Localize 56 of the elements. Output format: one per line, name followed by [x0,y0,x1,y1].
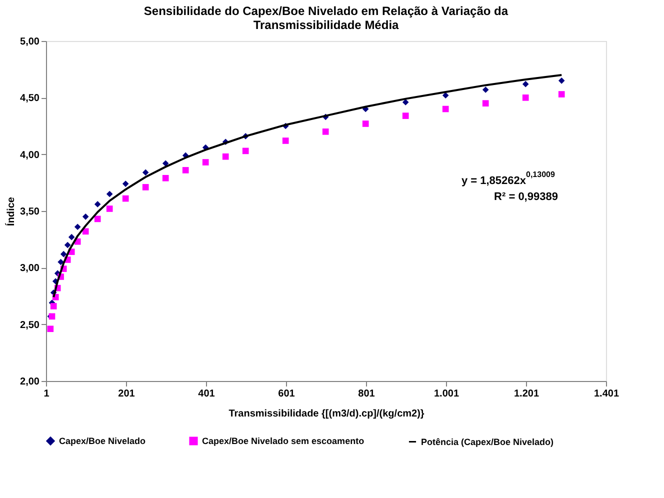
x-tick-label: 1 [44,388,50,400]
point [122,195,129,202]
point [522,80,529,88]
point [222,153,229,160]
point [94,201,101,208]
point [558,78,565,84]
point [64,242,71,248]
x-axis-title: Transmissibilidade {[(m3/d).cp]/(kg/cm2)} [228,408,424,420]
y-tick-label: 2,50 [20,320,40,331]
point [162,174,169,182]
point [442,92,449,99]
y-axis-title: Índice [5,196,18,226]
point [106,206,113,212]
y-tick-label: 4,00 [20,150,40,161]
point [482,86,489,93]
y-tick-label: 5,00 [20,36,40,48]
point [94,216,101,222]
point [47,326,54,332]
x-tick-label: 201 [118,388,136,400]
point [142,169,149,176]
point [442,106,449,112]
point [282,138,289,144]
point [402,99,409,106]
point [122,180,129,187]
point [74,224,81,230]
point [482,100,489,106]
point [60,250,67,258]
x-tick-label: 601 [278,388,296,400]
point [182,167,189,174]
legend-label: Capex/Boe Nivelado [59,436,146,446]
legend-label: Capex/Boe Nivelado sem escoamento [202,436,365,446]
y-tick-label: 3,00 [20,263,40,274]
x-tick-label: 1.401 [594,388,620,400]
point [50,303,57,310]
y-tick-label: 4,50 [20,93,40,104]
point [162,160,169,167]
point [106,190,113,198]
point [362,120,369,127]
x-tick-label: 1.001 [434,388,460,400]
x-tick-label: 801 [358,388,376,400]
y-tick-label: 2,00 [20,376,40,388]
chart-title: Sensibilidade do Capex/Boe Nivelado em Relação à Variação da Transmissibilidade Média [144,4,508,32]
x-tick-label: 1.201 [514,388,540,400]
y-tick-label: 3,50 [20,206,40,218]
point [522,94,529,101]
point [322,128,329,135]
point [242,148,249,154]
annotation: R² = 0,99389 [494,191,558,203]
point [558,91,565,98]
x-tick-label: 401 [198,388,216,400]
point [142,184,149,190]
point [68,234,75,240]
point [82,214,89,220]
point [402,112,409,119]
point [202,159,209,166]
legend-label: Potência (Capex/Boe Nivelado) [421,436,554,447]
